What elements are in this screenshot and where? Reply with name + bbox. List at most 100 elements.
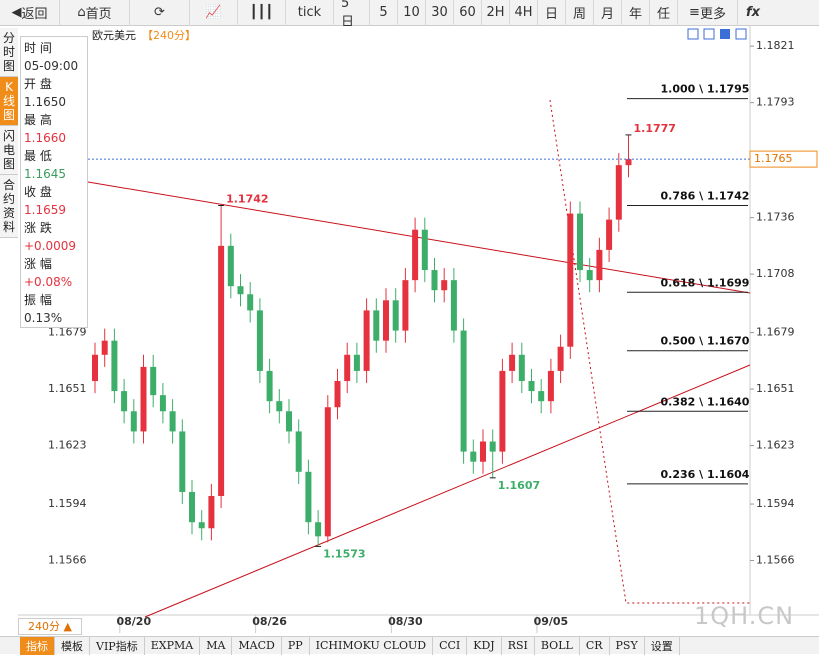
indicator-tab[interactable]: 模板 xyxy=(55,636,90,655)
candle-body xyxy=(237,286,244,295)
period-button[interactable]: 4H xyxy=(510,0,538,26)
candle-body xyxy=(412,229,419,281)
indicator-tab[interactable]: PSY xyxy=(610,636,645,655)
candle-body xyxy=(557,346,564,371)
trend-line-lower xyxy=(144,364,751,618)
indicator-tab[interactable]: RSI xyxy=(502,636,535,655)
indicator-tab[interactable]: ICHIMOKU CLOUD xyxy=(310,636,434,655)
period-button[interactable]: tick xyxy=(286,0,334,26)
home-button[interactable]: ⌂ 首页 xyxy=(60,0,130,26)
y-tick-label: 1.1566 xyxy=(756,554,795,567)
chart-type-button[interactable]: 📈 xyxy=(190,0,238,26)
indicator-tab[interactable]: KDJ xyxy=(467,636,502,655)
info-label: 最 高 xyxy=(24,113,52,127)
period-button[interactable]: 年 xyxy=(622,0,650,26)
candle-body xyxy=(392,300,399,331)
fib-label: 1.000 \ 1.1795 xyxy=(661,83,750,96)
candle-body xyxy=(169,411,176,432)
candle-body xyxy=(324,407,331,537)
candle-body xyxy=(596,249,603,281)
indicator-tab[interactable]: EXPMA xyxy=(145,636,201,655)
back-button[interactable]: ◀ 返回 xyxy=(0,0,60,26)
candle-body xyxy=(111,340,118,392)
period-button[interactable]: 10 xyxy=(398,0,426,26)
more-button[interactable]: ≡ 更多 xyxy=(678,0,738,26)
period-button[interactable]: 月 xyxy=(594,0,622,26)
candle-body xyxy=(586,270,593,281)
candle-body xyxy=(189,491,195,523)
info-label: 时 间 xyxy=(24,41,52,55)
indicator-tab[interactable]: 指标 xyxy=(20,636,55,655)
period-button[interactable]: 日 xyxy=(538,0,566,26)
indicator-tab[interactable]: VIP指标 xyxy=(90,636,145,655)
candle-body xyxy=(344,354,351,382)
side-tab[interactable]: 分时图 xyxy=(0,28,18,77)
y-tick-label-left: 1.1679 xyxy=(48,326,87,339)
side-tab[interactable]: K线图 xyxy=(0,77,18,126)
candle-body xyxy=(538,391,545,402)
candle-body xyxy=(256,310,263,371)
fib-label: 0.500 \ 1.1670 xyxy=(661,335,750,348)
indicator-tab[interactable]: PP xyxy=(282,636,310,655)
fib-label: 0.236 \ 1.1604 xyxy=(661,468,750,481)
candle-body xyxy=(276,401,283,412)
candle-body xyxy=(450,280,457,331)
candle-body xyxy=(489,441,496,452)
trend-line-upper xyxy=(87,181,751,294)
candle-body xyxy=(353,354,360,371)
tool-icon[interactable] xyxy=(720,29,730,39)
period-button[interactable]: 30 xyxy=(426,0,454,26)
price-label: 1.1765 xyxy=(754,152,793,165)
tool-icon[interactable] xyxy=(703,28,715,40)
dotted-line xyxy=(549,99,750,604)
candle-body xyxy=(615,165,622,220)
info-value: 1.1645 xyxy=(24,167,66,181)
y-tick-label-left: 1.1651 xyxy=(48,382,87,395)
y-tick-label-left: 1.1566 xyxy=(48,554,87,567)
y-tick-label: 1.1679 xyxy=(756,326,795,339)
info-value: 1.1659 xyxy=(24,203,66,217)
side-tab[interactable]: 闪电图 xyxy=(0,126,18,175)
candle-body xyxy=(509,354,516,371)
tool-icon[interactable] xyxy=(735,28,747,40)
candle-body xyxy=(179,431,186,492)
fib-label: 0.786 \ 1.1742 xyxy=(661,190,750,203)
candle-button[interactable]: ┃┃┃ xyxy=(238,0,286,26)
indicator-tab[interactable]: CR xyxy=(580,636,610,655)
period-button[interactable]: 5 xyxy=(370,0,398,26)
y-tick-label: 1.1623 xyxy=(756,439,795,452)
candle-body xyxy=(140,366,147,432)
fx-button[interactable]: fx xyxy=(745,5,761,20)
candle-body xyxy=(334,381,341,408)
candle-body xyxy=(198,522,205,529)
annotation-label: 1.1607 xyxy=(498,479,540,492)
period-button[interactable]: 2H xyxy=(482,0,510,26)
info-label: 涨 幅 xyxy=(24,257,52,271)
candle-body xyxy=(218,245,225,496)
candle-body xyxy=(383,300,389,341)
candle-body xyxy=(402,280,409,331)
candle-body xyxy=(208,495,215,529)
period-button[interactable]: 任 xyxy=(650,0,678,26)
indicator-tab[interactable]: MA xyxy=(200,636,233,655)
candle-body xyxy=(499,370,506,452)
indicator-tab[interactable]: 设置 xyxy=(645,636,680,655)
x-tick-label: 08/26 xyxy=(252,615,287,628)
more-label: 更多 xyxy=(699,7,726,22)
side-tab[interactable]: 合约资料 xyxy=(0,175,18,238)
refresh-button[interactable]: ⟳ xyxy=(130,0,190,26)
tool-icon[interactable] xyxy=(687,28,699,40)
indicator-tab[interactable]: MACD xyxy=(232,636,282,655)
candle-body xyxy=(121,391,128,412)
indicator-tab[interactable]: CCI xyxy=(433,636,468,655)
candle-body xyxy=(431,270,438,291)
indicator-tab[interactable]: BOLL xyxy=(535,636,580,655)
bottom-bar: 指标 模板 VIP指标 EXPMA MA MACD PP ICHIMOKU CLOUD CCI K… xyxy=(0,636,819,655)
period-button[interactable]: 周 xyxy=(566,0,594,26)
period-selector[interactable]: 240分 ▲ xyxy=(18,618,82,635)
tool-icons xyxy=(687,28,747,40)
candle-body xyxy=(441,280,448,291)
period-button[interactable]: 60 xyxy=(454,0,482,26)
candle-body xyxy=(470,451,477,462)
